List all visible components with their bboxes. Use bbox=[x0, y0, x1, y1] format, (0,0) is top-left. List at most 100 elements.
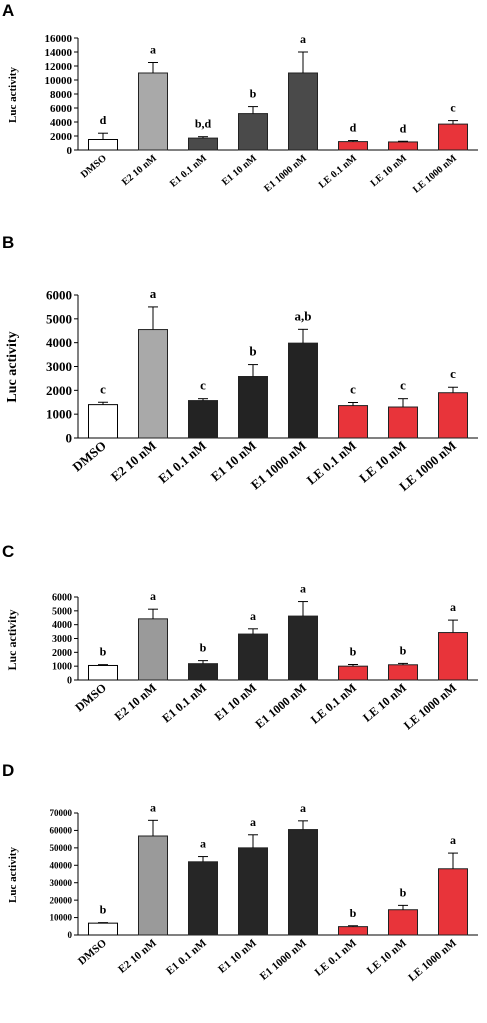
x-tick-label: E1 1000 nM bbox=[258, 937, 310, 983]
x-tick-label: LE 0.1 nM bbox=[308, 681, 359, 727]
significance-letter: c bbox=[450, 366, 456, 381]
x-tick-label: E1 1000 nM bbox=[252, 681, 309, 732]
significance-letter: b bbox=[400, 643, 407, 657]
bar-4 bbox=[238, 847, 268, 936]
significance-letter: b bbox=[100, 903, 107, 917]
bar-8 bbox=[438, 632, 468, 681]
bar-3 bbox=[188, 400, 218, 439]
x-tick-label: E1 0.1 nM bbox=[168, 153, 209, 190]
x-tick-label: LE 10 nM bbox=[365, 937, 410, 977]
bar-7 bbox=[388, 909, 418, 936]
y-axis-label: Luc activity bbox=[7, 847, 19, 903]
x-tick-label: LE 10 nM bbox=[360, 681, 409, 725]
bar-6 bbox=[338, 926, 368, 936]
significance-letter: d bbox=[400, 121, 407, 135]
significance-letter: c bbox=[400, 378, 406, 393]
x-tick-label: LE 0.1 nM bbox=[313, 937, 360, 979]
x-tick-label: DMSO bbox=[69, 438, 109, 475]
significance-letter: a bbox=[200, 837, 206, 851]
x-tick-label: E1 1000 nM bbox=[248, 438, 309, 493]
bar-2 bbox=[138, 835, 168, 936]
y-tick-label: 10000 bbox=[50, 913, 73, 923]
significance-letter: b bbox=[200, 641, 207, 655]
x-tick-label: LE 0.1 nM bbox=[304, 438, 359, 488]
y-tick-label: 12000 bbox=[45, 61, 73, 73]
y-tick-label: 16000 bbox=[45, 33, 73, 45]
y-tick-label: 4000 bbox=[52, 620, 72, 631]
x-tick-label: DMSO bbox=[79, 153, 109, 181]
x-tick-label: E1 0.1 nM bbox=[155, 438, 209, 486]
significance-letter: c bbox=[450, 101, 456, 115]
y-tick-label: 14000 bbox=[45, 47, 73, 59]
significance-letter: b bbox=[250, 87, 257, 101]
x-tick-label: E1 10 nM bbox=[212, 681, 259, 724]
bar-3 bbox=[188, 861, 218, 936]
significance-letter: a bbox=[150, 800, 156, 814]
x-tick-label: E2 10 nM bbox=[120, 153, 159, 189]
panel-label: A bbox=[2, 1, 14, 20]
bar-6 bbox=[338, 665, 368, 681]
bar-3 bbox=[188, 137, 218, 151]
bar-1 bbox=[88, 922, 118, 936]
x-tick-label: E2 10 nM bbox=[116, 937, 159, 976]
y-tick-label: 2000 bbox=[52, 648, 72, 659]
x-tick-label: DMSO bbox=[76, 937, 109, 968]
bar-4 bbox=[238, 376, 268, 439]
bar-7 bbox=[388, 141, 418, 151]
bar-1 bbox=[88, 139, 118, 151]
significance-letter: b bbox=[249, 344, 256, 359]
y-tick-label: 6000 bbox=[50, 103, 73, 115]
y-tick-label: 0 bbox=[67, 676, 72, 687]
significance-letter: a bbox=[450, 833, 456, 847]
significance-letter: b bbox=[350, 645, 357, 659]
bar-8 bbox=[438, 392, 468, 439]
significance-letter: c bbox=[100, 381, 106, 396]
significance-letter: a bbox=[300, 32, 306, 46]
significance-letter: a bbox=[450, 600, 456, 614]
significance-letter: b bbox=[350, 906, 357, 920]
bar-5 bbox=[288, 615, 318, 681]
significance-letter: a bbox=[150, 43, 156, 57]
significance-letter: b bbox=[100, 645, 107, 659]
significance-letter: a bbox=[300, 582, 306, 596]
significance-letter: d bbox=[350, 121, 357, 135]
bar-4 bbox=[238, 633, 268, 681]
y-tick-label: 0 bbox=[66, 431, 73, 446]
y-tick-label: 1000 bbox=[46, 407, 72, 422]
bar-6 bbox=[338, 141, 368, 151]
significance-letter: a bbox=[250, 815, 256, 829]
y-tick-label: 5000 bbox=[52, 606, 72, 617]
y-tick-label: 1000 bbox=[52, 662, 72, 673]
x-tick-label: LE 1000 nM bbox=[411, 153, 459, 196]
bar-7 bbox=[388, 664, 418, 681]
y-tick-label: 70000 bbox=[50, 808, 73, 818]
bar-4 bbox=[238, 113, 268, 151]
significance-letter: a bbox=[150, 286, 157, 301]
y-tick-label: 20000 bbox=[50, 895, 73, 905]
significance-letter: a bbox=[250, 609, 256, 623]
panel-label: B bbox=[2, 233, 14, 252]
bar-5 bbox=[288, 72, 318, 151]
x-tick-label: LE 10 nM bbox=[369, 153, 410, 190]
significance-letter: a bbox=[300, 801, 306, 815]
x-tick-label: DMSO bbox=[72, 681, 109, 715]
bar-1 bbox=[88, 404, 118, 439]
significance-letter: d bbox=[100, 113, 107, 127]
y-tick-label: 0 bbox=[68, 930, 73, 940]
bar-5 bbox=[288, 829, 318, 936]
panel-label: C bbox=[2, 542, 14, 561]
y-tick-label: 40000 bbox=[50, 860, 73, 870]
significance-letter: b,d bbox=[195, 117, 212, 131]
y-tick-label: 4000 bbox=[50, 117, 73, 129]
y-tick-label: 50000 bbox=[50, 843, 73, 853]
y-tick-label: 6000 bbox=[52, 593, 72, 604]
x-tick-label: LE 0.1 nM bbox=[317, 153, 360, 191]
bar-6 bbox=[338, 405, 368, 439]
bar-2 bbox=[138, 618, 168, 681]
bar-2 bbox=[138, 72, 168, 151]
y-tick-label: 5000 bbox=[46, 311, 72, 326]
panel-label: D bbox=[2, 761, 14, 780]
x-tick-label: E1 10 nM bbox=[220, 153, 259, 189]
significance-letter: c bbox=[200, 378, 206, 393]
bar-5 bbox=[288, 342, 318, 439]
